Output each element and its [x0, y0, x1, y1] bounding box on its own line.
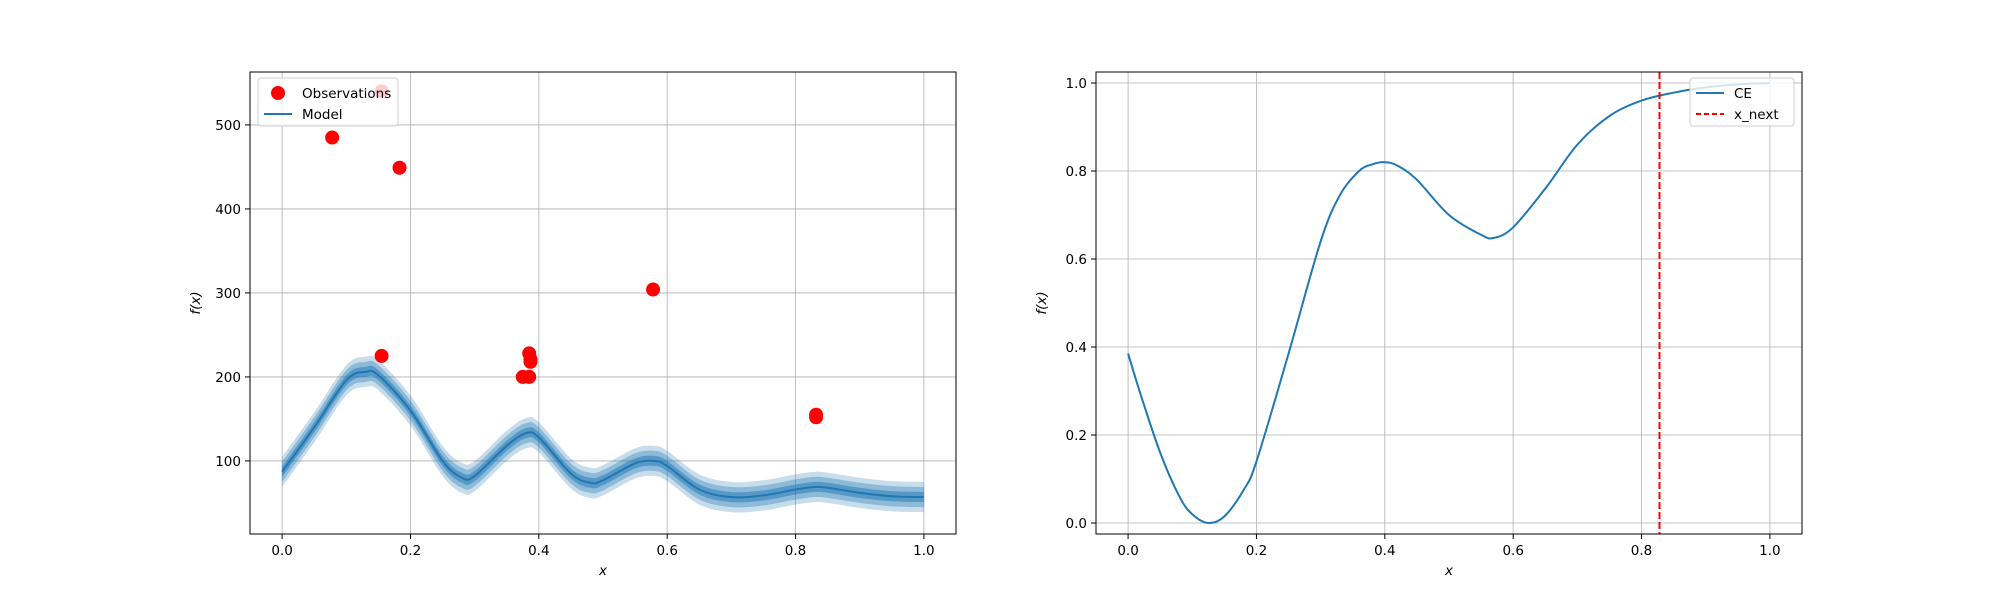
left-x-ticks: 0.0 0.2 0.4 0.6 0.8 1.0	[271, 534, 935, 559]
observation-point	[809, 410, 824, 425]
observation-point	[374, 348, 389, 363]
right-legend: CE x_next	[1689, 77, 1795, 127]
right-x-ticks: 0.0 0.2 0.4 0.6 0.8 1.0	[1117, 534, 1781, 559]
x-tick-label: 0.8	[785, 543, 806, 559]
right-axes-frame	[1095, 71, 1803, 535]
left-grid	[250, 72, 956, 534]
legend-box	[257, 77, 399, 127]
left-plot: 0.0 0.2 0.4 0.6 0.8 1.0 100 200 300 400 500 x f(x…	[188, 71, 957, 579]
left-x-axis-label: x	[598, 563, 608, 579]
y-tick-label: 100	[215, 454, 241, 470]
model-uncertainty-bands	[282, 355, 924, 513]
ce-line-layer	[1127, 82, 1770, 525]
y-tick-label: 500	[215, 118, 241, 134]
right-grid	[1096, 72, 1802, 534]
y-tick-label: 1.0	[1066, 76, 1087, 92]
x-tick-label: 0.4	[1374, 543, 1395, 559]
x-tick-label: 0.6	[1502, 543, 1523, 559]
left-y-axis-label: f(x)	[188, 291, 204, 314]
x-tick-label: 0.6	[656, 543, 677, 559]
right-plot: 0.0 0.2 0.4 0.6 0.8 1.0 0.00.20.40.60.81.0 x …	[1034, 71, 1803, 579]
legend-model-label: Model	[302, 107, 343, 123]
observation-point	[522, 369, 537, 384]
model-line-layer	[281, 369, 924, 499]
legend-ce-label: CE	[1734, 86, 1752, 102]
left-y-ticks: 100 200 300 400 500	[215, 118, 250, 470]
y-tick-label: 300	[215, 286, 241, 302]
x-tick-label: 0.2	[1246, 543, 1267, 559]
model-line	[281, 369, 924, 499]
model-confidence-band	[282, 360, 924, 508]
x-tick-label: 0.0	[271, 543, 292, 559]
left-legend: Observations Model	[257, 77, 399, 127]
observation-points	[325, 84, 824, 425]
observation-point	[523, 354, 538, 369]
y-tick-label: 0.8	[1066, 164, 1087, 180]
legend-observations-marker	[271, 86, 285, 100]
x-tick-label: 1.0	[913, 543, 934, 559]
x-tick-label: 1.0	[1759, 543, 1780, 559]
y-tick-label: 0.4	[1066, 340, 1087, 356]
observation-point	[646, 282, 661, 297]
y-tick-label: 0.0	[1066, 516, 1087, 532]
x-tick-label: 0.4	[528, 543, 549, 559]
right-y-axis-label: f(x)	[1034, 291, 1050, 314]
x-tick-label: 0.2	[400, 543, 421, 559]
observation-point	[325, 130, 340, 145]
model-confidence-band	[282, 355, 924, 513]
y-tick-label: 0.6	[1066, 252, 1087, 268]
left-axes-frame	[249, 71, 957, 535]
ce-line	[1127, 82, 1770, 525]
y-tick-label: 400	[215, 202, 241, 218]
y-tick-label: 0.2	[1066, 428, 1087, 444]
x-tick-label: 0.0	[1117, 543, 1138, 559]
y-tick-label: 200	[215, 370, 241, 386]
right-y-ticks: 0.0 0.2 0.4 0.6 0.8 1.0	[1066, 76, 1096, 532]
right-x-axis-label: x	[1444, 563, 1454, 579]
legend-x-next-label: x_next	[1734, 107, 1779, 123]
legend-observations-label: Observations	[302, 86, 391, 102]
x-tick-label: 0.8	[1631, 543, 1652, 559]
observation-point	[392, 160, 407, 175]
